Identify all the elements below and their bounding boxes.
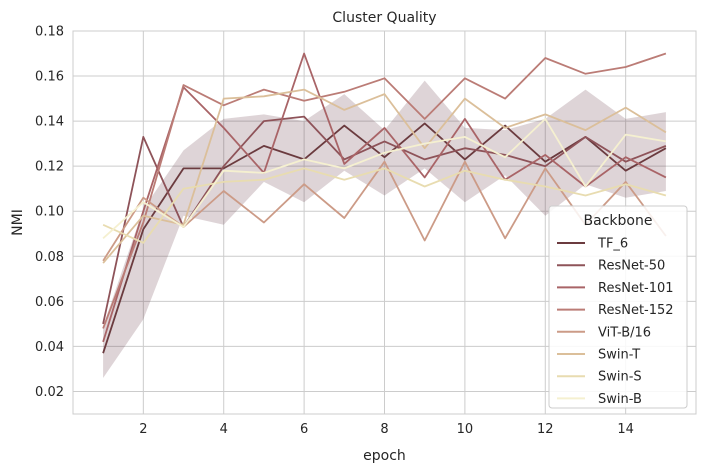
y-tick-label: 0.16 [35, 70, 64, 85]
legend: Backbone TF_6 ResNet-50 ResNet-101 ResNet-1… [548, 205, 688, 409]
y-tick-label: 0.06 [35, 295, 64, 310]
y-tick-label: 0.14 [35, 115, 64, 130]
legend-label-3: ResNet-152 [598, 303, 674, 318]
legend-label-4: ViT-B/16 [598, 325, 651, 340]
x-tick-label: 4 [220, 422, 228, 437]
legend-label-7: Swin-B [598, 392, 642, 407]
series-line-3 [102, 52, 667, 329]
x-tick-label: 12 [537, 422, 554, 437]
x-axis-label: epoch [363, 448, 406, 464]
y-axis-ticks: 0.02 0.04 0.06 0.08 0.10 0.12 0.14 0.16 0.18 [35, 25, 64, 400]
series-line-6 [102, 167, 667, 244]
x-tick-label: 6 [300, 422, 308, 437]
y-tick-label: 0.02 [35, 385, 64, 400]
x-tick-label: 2 [139, 422, 147, 437]
y-tick-label: 0.18 [35, 25, 64, 40]
plot-frame [72, 30, 697, 415]
legend-label-5: Swin-T [598, 348, 640, 363]
x-tick-label: 8 [380, 422, 388, 437]
y-axis-label: NMI [10, 209, 26, 236]
x-tick-label: 10 [457, 422, 474, 437]
y-tick-label: 0.04 [35, 340, 64, 355]
legend-label-1: ResNet-50 [598, 259, 665, 274]
legend-label-6: Swin-S [598, 370, 642, 385]
x-axis-ticks: 2 4 6 8 10 12 14 [139, 422, 634, 437]
y-tick-label: 0.10 [35, 205, 64, 220]
y-tick-label: 0.12 [35, 160, 64, 175]
legend-label-0: TF_6 [597, 237, 628, 252]
x-tick-label: 14 [617, 422, 634, 437]
series-line-7 [102, 118, 667, 239]
series-line-2 [102, 52, 667, 343]
confidence-band [103, 80, 666, 378]
chart-title: Cluster Quality [332, 10, 436, 26]
legend-label-2: ResNet-101 [598, 281, 674, 296]
legend-box [548, 205, 688, 409]
legend-title: Backbone [584, 213, 653, 229]
series-line-5 [102, 88, 667, 264]
legend-items: TF_6 ResNet-50 ResNet-101 ResNet-152 ViT-B/1… [557, 237, 674, 407]
series-line-0 [102, 122, 667, 354]
y-tick-label: 0.08 [35, 250, 64, 265]
